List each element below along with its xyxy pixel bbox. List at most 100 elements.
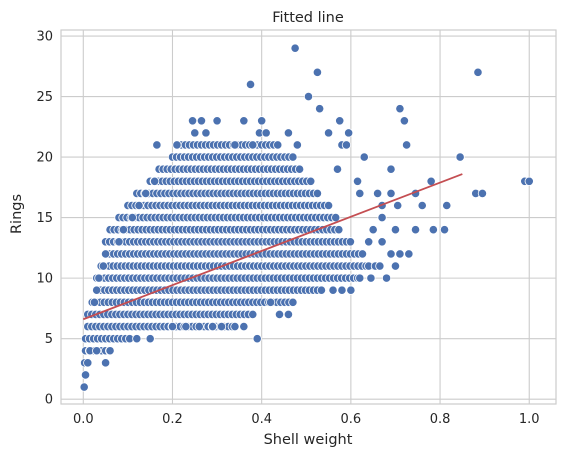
data-point — [194, 321, 204, 332]
data-point — [290, 43, 300, 53]
data-point — [323, 128, 334, 138]
y-axis-label: Rings — [9, 194, 25, 234]
data-point — [292, 140, 302, 150]
data-point — [265, 297, 276, 307]
data-point — [375, 261, 385, 271]
data-point — [239, 116, 249, 126]
data-point — [381, 273, 392, 283]
data-point — [79, 382, 89, 392]
data-point — [114, 237, 124, 247]
data-point — [334, 225, 344, 235]
data-point — [368, 225, 378, 235]
data-point — [524, 176, 534, 186]
y-tick-label: 25 — [36, 90, 53, 105]
plot-frame — [60, 29, 557, 405]
data-point — [288, 297, 298, 307]
grid-layer — [61, 30, 556, 404]
data-point — [294, 164, 305, 174]
data-point — [92, 285, 102, 295]
data-point — [248, 309, 258, 320]
data-point — [337, 285, 347, 295]
data-point — [473, 67, 483, 77]
y-tick-label: 30 — [36, 30, 53, 45]
data-point — [92, 346, 102, 356]
data-point — [346, 285, 356, 295]
data-point — [89, 297, 100, 307]
data-point — [201, 128, 211, 138]
data-point — [83, 358, 93, 368]
data-point — [303, 91, 314, 102]
data-point — [323, 200, 334, 211]
data-point — [208, 321, 218, 332]
data-point — [100, 358, 111, 368]
data-point — [274, 309, 285, 320]
data-point — [477, 188, 488, 198]
x-tick-label: 0.4 — [251, 412, 272, 427]
data-point — [167, 321, 178, 332]
data-point — [386, 249, 396, 259]
data-point — [306, 176, 316, 186]
data-point — [355, 188, 365, 198]
x-tick-label: 0.0 — [73, 412, 94, 427]
data-point — [248, 140, 258, 150]
data-point — [196, 116, 207, 126]
data-point — [172, 140, 182, 150]
data-point — [352, 176, 363, 186]
data-point — [404, 249, 414, 259]
data-point — [132, 334, 142, 344]
data-point — [98, 261, 108, 271]
data-point — [399, 116, 409, 126]
data-point — [328, 285, 338, 295]
y-tick-label: 5 — [45, 332, 53, 347]
data-point — [345, 237, 356, 247]
points-layer — [79, 43, 534, 392]
data-point — [393, 200, 403, 211]
data-point — [212, 116, 222, 126]
tick-labels: 0.0 0.2 0.4 0.6 0.8 1.0 0 5 10 15 20 25 30 — [36, 30, 539, 427]
data-point — [377, 213, 387, 223]
data-point — [442, 200, 452, 211]
data-point — [355, 273, 365, 283]
data-point — [283, 128, 294, 138]
data-point — [439, 225, 450, 235]
data-point — [261, 128, 271, 138]
data-point — [417, 200, 427, 211]
x-tick-label: 0.2 — [162, 412, 183, 427]
data-point — [245, 79, 256, 90]
data-point — [127, 213, 137, 223]
data-point — [402, 140, 412, 150]
fit-line-layer — [82, 173, 463, 321]
x-tick-label: 0.6 — [341, 412, 362, 427]
y-tick-label: 15 — [36, 211, 53, 226]
data-point — [80, 370, 91, 380]
data-point — [386, 164, 396, 174]
plot-border — [60, 29, 557, 405]
data-point — [377, 237, 387, 247]
data-point — [252, 334, 262, 344]
data-point — [134, 200, 144, 211]
y-tick-label: 0 — [45, 393, 53, 408]
data-point — [150, 176, 160, 186]
data-point — [239, 321, 249, 332]
data-point — [118, 225, 129, 235]
data-point — [366, 273, 376, 283]
data-point — [190, 128, 200, 138]
y-tick-label: 10 — [36, 272, 53, 287]
data-point — [315, 104, 325, 114]
data-point — [341, 140, 352, 150]
data-point — [312, 188, 323, 198]
data-point — [273, 140, 283, 150]
fitted-line — [82, 173, 463, 321]
data-point — [344, 128, 354, 138]
data-point — [335, 116, 345, 126]
chart-title: Fitted line — [272, 10, 344, 26]
data-point — [230, 140, 240, 150]
data-point — [386, 188, 396, 198]
data-point — [152, 140, 162, 150]
x-axis-label: Shell weight — [264, 432, 353, 448]
data-point — [216, 321, 227, 332]
data-point — [181, 321, 191, 332]
data-point — [390, 225, 401, 235]
